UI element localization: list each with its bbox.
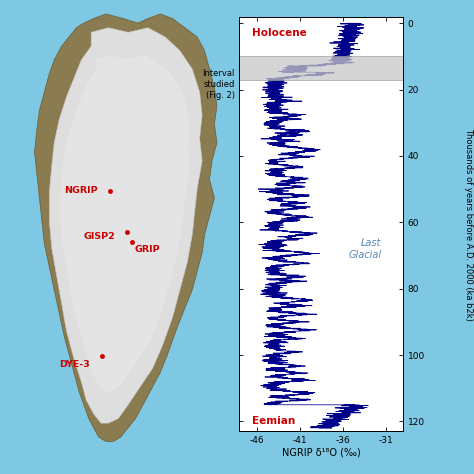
- Polygon shape: [35, 14, 217, 442]
- Text: Holocene: Holocene: [252, 28, 307, 38]
- Polygon shape: [49, 28, 202, 423]
- Text: GRIP: GRIP: [134, 245, 160, 254]
- Polygon shape: [60, 55, 190, 392]
- Y-axis label: Thousands of years before A.D. 2000 (ka b2k): Thousands of years before A.D. 2000 (ka …: [464, 128, 473, 320]
- Text: DYE-3: DYE-3: [59, 360, 90, 369]
- X-axis label: NGRIP δ¹⁸O (‰): NGRIP δ¹⁸O (‰): [282, 448, 361, 458]
- Text: Last
Glacial: Last Glacial: [348, 238, 382, 260]
- Text: NGRIP: NGRIP: [64, 186, 98, 195]
- Text: Interval
studied
(Fig. 2): Interval studied (Fig. 2): [202, 69, 235, 100]
- Text: GISP2: GISP2: [84, 232, 116, 241]
- Bar: [239, 56, 403, 80]
- Text: Eemian: Eemian: [252, 416, 295, 427]
